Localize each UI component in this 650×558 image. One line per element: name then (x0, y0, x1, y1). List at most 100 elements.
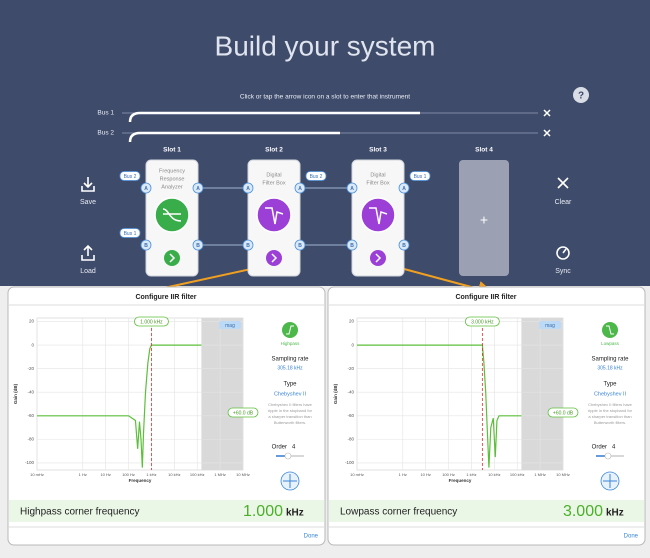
port-label: B (196, 243, 200, 249)
slot-name: Filter Box (262, 180, 285, 186)
nyquist-region (201, 318, 243, 470)
x-tick-label: 10 Hz (420, 472, 430, 477)
x-axis-label: Frequency (449, 478, 472, 483)
corner-value: 3.000 (563, 503, 603, 520)
mag-toggle[interactable] (539, 321, 561, 329)
slot-name: Digital (266, 172, 281, 178)
filter-description: a sharper transition than (588, 414, 631, 419)
y-tick-label: -20 (347, 366, 354, 371)
corner-bar (9, 500, 324, 522)
gain-pill[interactable] (547, 407, 579, 418)
slot-name: Response (160, 176, 185, 182)
corner-pill[interactable] (134, 316, 169, 327)
gain-pill[interactable] (227, 407, 259, 418)
port-label: B (298, 243, 302, 249)
y-tick-label: 0 (31, 342, 34, 347)
port[interactable] (192, 239, 204, 251)
port[interactable] (346, 239, 358, 251)
port[interactable] (398, 239, 410, 251)
x-tick-label: 1 kHz (466, 472, 476, 477)
panel-title: Configure IIR filter (135, 294, 196, 301)
sync-needle[interactable] (562, 248, 567, 254)
mag-toggle-label: mag (225, 323, 235, 329)
corner-pill[interactable] (464, 316, 500, 327)
port[interactable] (242, 182, 254, 194)
bus-tag (409, 171, 431, 181)
action-label: Load (80, 268, 96, 275)
empty-slot[interactable] (459, 160, 509, 276)
mode-glyph (606, 325, 614, 335)
bus-tag-label: Bus 2 (124, 174, 137, 180)
instrument-icon (154, 197, 190, 233)
x-tick-label: 100 kHz (510, 472, 525, 477)
clear-icon[interactable] (557, 177, 569, 189)
response-curve (37, 344, 202, 468)
bus-remove[interactable] (543, 109, 551, 117)
port-label: A (196, 186, 200, 192)
order-value: 4 (292, 445, 296, 451)
action-label: Save (80, 199, 96, 206)
port[interactable] (242, 239, 254, 251)
x-tick-label: 100 kHz (190, 472, 205, 477)
x-tick-label: 1 MHz (214, 472, 226, 477)
port[interactable] (140, 239, 152, 251)
sampling-rate: 305.18 kHz (597, 365, 623, 371)
done-button[interactable]: Done (624, 534, 639, 540)
mode-label: Highpass (281, 341, 301, 346)
filter-description: Butterworth filters. (594, 420, 626, 425)
bus-label: Bus 1 (97, 110, 114, 117)
corner-unit: kHz (606, 508, 624, 519)
bus-remove[interactable] (543, 129, 551, 137)
x-axis-label: Frequency (129, 478, 152, 483)
slot-label: Slot 2 (265, 147, 283, 154)
instrument-glyph (369, 207, 388, 225)
enter-chevron (271, 253, 278, 263)
x-tick-label: 100 Hz (122, 472, 135, 477)
page-title: Build your system (215, 30, 436, 61)
y-tick-label: 20 (349, 319, 355, 324)
bus-tag-label: Bus 1 (124, 231, 137, 237)
y-tick-label: -40 (27, 389, 34, 394)
enter-button[interactable] (164, 250, 180, 266)
port[interactable] (398, 182, 410, 194)
x-tick-label: 1 Hz (399, 472, 407, 477)
mag-toggle-label: mag (545, 323, 555, 329)
filter-type: Chebyshev II (594, 391, 627, 397)
y-tick-label: -40 (347, 389, 354, 394)
order-knob[interactable] (604, 452, 612, 460)
filter-description: ripple in the stopband for (588, 408, 633, 413)
port[interactable] (346, 182, 358, 194)
port[interactable] (294, 182, 306, 194)
done-button[interactable]: Done (304, 534, 319, 540)
action-label: Sync (555, 268, 571, 275)
save-icon[interactable] (81, 177, 95, 192)
order-knob[interactable] (284, 452, 292, 460)
port-label: B (402, 243, 406, 249)
bus-route (128, 131, 340, 143)
port[interactable] (192, 182, 204, 194)
corner-unit: kHz (286, 508, 304, 519)
mag-toggle[interactable] (219, 321, 241, 329)
slot-label: Slot 4 (475, 147, 493, 154)
x-tick-label: 100 Hz (442, 472, 455, 477)
help-label: ? (578, 91, 584, 102)
corner-label: Highpass corner frequency (20, 507, 140, 518)
slot-label: Slot 3 (369, 147, 387, 154)
y-tick-label: 20 (29, 319, 35, 324)
port-label: B (246, 243, 250, 249)
corner-value: 1.000 (243, 503, 283, 520)
filter-description: Butterworth filters. (274, 420, 306, 425)
load-icon[interactable] (81, 244, 95, 261)
port[interactable] (140, 182, 152, 194)
port[interactable] (294, 239, 306, 251)
x-tick-label: 1 Hz (79, 472, 87, 477)
y-tick-label: 0 (351, 342, 354, 347)
sync-icon[interactable] (556, 246, 570, 260)
enter-button[interactable] (266, 250, 282, 266)
y-tick-label: -60 (27, 413, 34, 418)
slot-label: Slot 1 (163, 147, 181, 154)
help-button[interactable] (573, 87, 589, 103)
enter-button[interactable] (370, 250, 386, 266)
port-label: A (350, 186, 354, 192)
